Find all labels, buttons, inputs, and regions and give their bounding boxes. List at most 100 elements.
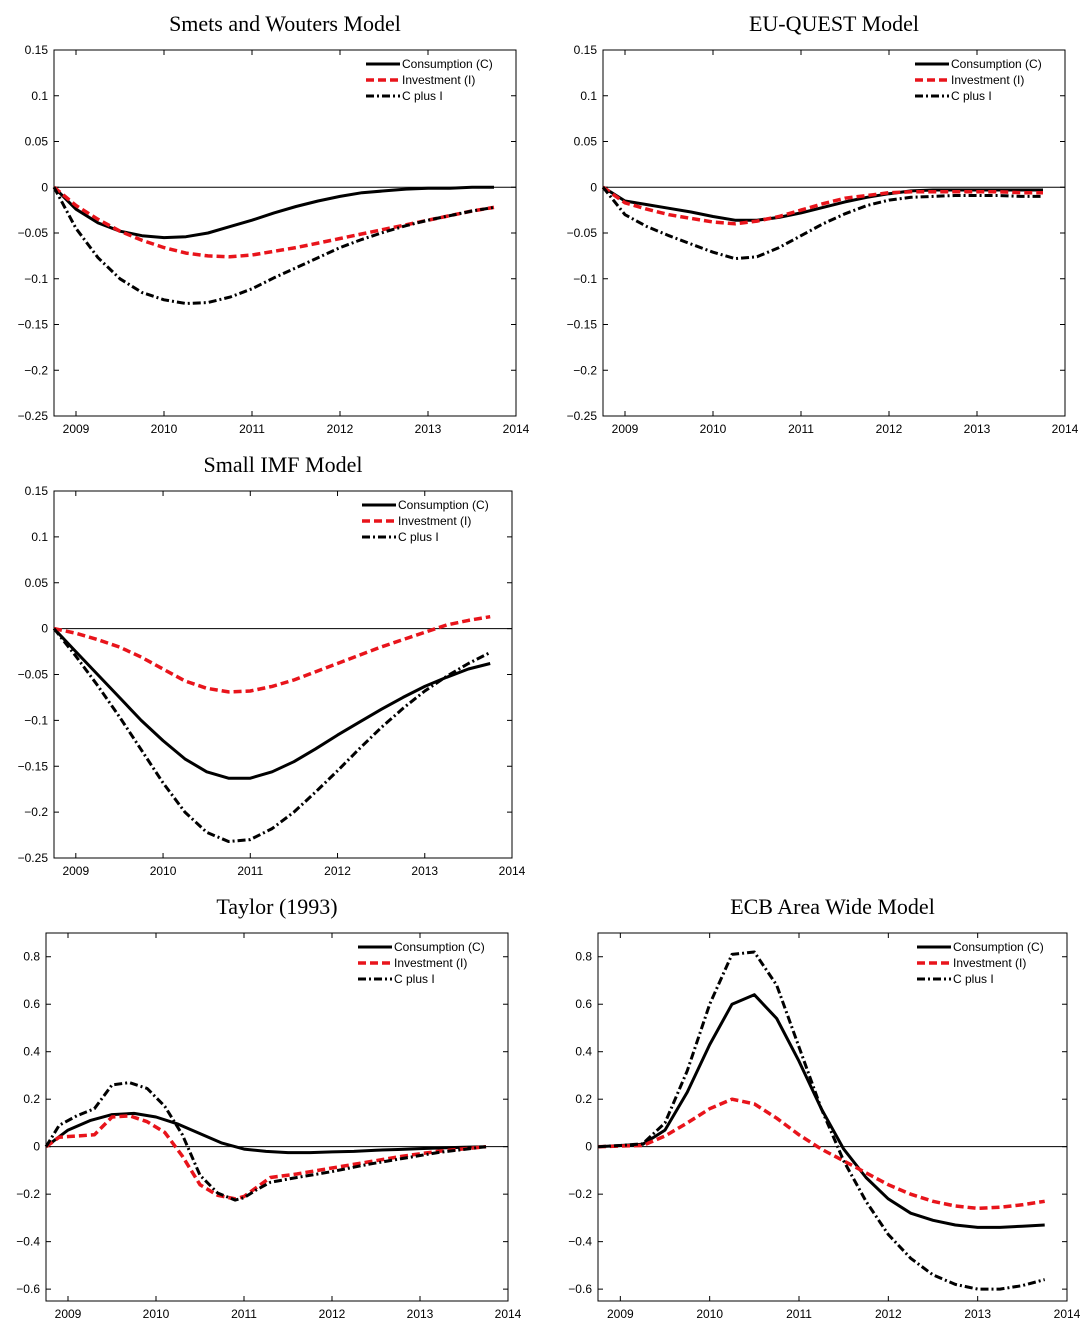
x-tick-label: 2010 xyxy=(150,864,177,878)
legend-label: Investment (I) xyxy=(951,73,1024,87)
legend-label: Investment (I) xyxy=(398,514,471,528)
panel-title: Small IMF Model xyxy=(204,452,363,477)
panel-4: Taylor (1993) −0.6 −0.4 −0.2 0 0.2 0.4 0.6 0.8 20… xyxy=(16,894,521,1321)
y-tick-label: 0.8 xyxy=(23,950,40,964)
legend-label: Consumption (C) xyxy=(394,940,485,954)
x-tick-label: 2013 xyxy=(415,422,442,436)
legend-label: C plus I xyxy=(398,530,439,544)
legend-label: Investment (I) xyxy=(402,73,475,87)
y-tick-label: −0.25 xyxy=(18,409,49,423)
legend-label: C plus I xyxy=(394,972,435,986)
y-tick-label: −0.25 xyxy=(18,851,49,865)
y-tick-label: 0.6 xyxy=(23,997,40,1011)
series-line-2 xyxy=(53,614,491,694)
y-tick-label: −0.25 xyxy=(567,409,598,423)
y-tick-label: 0.2 xyxy=(23,1092,40,1106)
y-tick-label: −0.2 xyxy=(24,805,48,819)
axes-frame xyxy=(602,49,1066,417)
series-line-3 xyxy=(52,186,495,305)
y-tick-label: 0.4 xyxy=(575,1045,592,1059)
x-tick-label: 2013 xyxy=(407,1307,434,1321)
panel-2: EU-QUEST Model −0.25 −0.2 −0.15 −0.1 −0.05 0 0.… xyxy=(567,11,1079,436)
y-tick-label: −0.2 xyxy=(16,1187,40,1201)
x-tick-label: 2014 xyxy=(499,864,526,878)
y-tick-label: 0.1 xyxy=(580,89,597,103)
series-line-3 xyxy=(601,186,1043,261)
y-tick-label: 0.05 xyxy=(574,135,598,149)
y-tick-label: 0.05 xyxy=(25,576,49,590)
legend: Consumption (C) Investment (I) C plus I xyxy=(915,57,1042,103)
x-tick-label: 2014 xyxy=(503,422,530,436)
x-tick-label: 2012 xyxy=(324,864,351,878)
y-tick-label: −0.2 xyxy=(573,363,597,377)
panel-title: Taylor (1993) xyxy=(216,894,337,919)
legend-label: C plus I xyxy=(953,972,994,986)
y-tick-label: 0 xyxy=(41,622,48,636)
series-line-1 xyxy=(602,185,1043,222)
y-tick-label: −0.2 xyxy=(568,1187,592,1201)
y-tick-label: −0.15 xyxy=(18,759,49,773)
y-tick-label: −0.05 xyxy=(18,226,49,240)
x-tick-label: 2009 xyxy=(63,422,90,436)
legend-label: C plus I xyxy=(951,89,992,103)
y-tick-label: 0 xyxy=(33,1140,40,1154)
x-tick-label: 2009 xyxy=(62,864,89,878)
panel-1: Smets and Wouters Model −0.25 −0.2 −0.15 −0.… xyxy=(18,11,530,436)
x-tick-label: 2011 xyxy=(239,422,265,436)
series-line-3 xyxy=(52,627,491,843)
x-tick-label: 2009 xyxy=(55,1307,82,1321)
legend: Consumption (C) Investment (I) C plus I xyxy=(358,940,485,986)
axes-frame xyxy=(53,490,513,859)
y-tick-label: −0.05 xyxy=(567,226,598,240)
y-tick-label: 0.05 xyxy=(25,135,49,149)
panel-3: Small IMF Model −0.25 −0.2 −0.15 −0.1 −0.05 0 0… xyxy=(18,452,526,878)
panel-title: ECB Area Wide Model xyxy=(730,894,935,919)
x-tick-label: 2012 xyxy=(875,1307,902,1321)
series-line-2 xyxy=(597,1097,1045,1211)
x-tick-label: 2010 xyxy=(151,422,178,436)
y-tick-label: 0.15 xyxy=(25,43,49,57)
y-tick-label: −0.05 xyxy=(18,668,49,682)
x-tick-label: 2012 xyxy=(319,1307,346,1321)
x-tick-label: 2010 xyxy=(700,422,727,436)
panel-title: Smets and Wouters Model xyxy=(169,11,401,36)
y-tick-label: −0.4 xyxy=(568,1235,592,1249)
x-tick-label: 2010 xyxy=(143,1307,170,1321)
legend-label: Consumption (C) xyxy=(951,57,1042,71)
legend-label: Investment (I) xyxy=(394,956,467,970)
x-tick-label: 2014 xyxy=(1052,422,1079,436)
legend-label: Consumption (C) xyxy=(402,57,493,71)
series-line-2 xyxy=(601,185,1043,226)
legend-label: Consumption (C) xyxy=(953,940,1044,954)
series-line-1 xyxy=(45,1111,487,1155)
x-tick-label: 2011 xyxy=(237,864,263,878)
series-line-2 xyxy=(44,1114,487,1201)
x-tick-label: 2012 xyxy=(876,422,903,436)
legend: Consumption (C) Investment (I) C plus I xyxy=(362,498,489,544)
series-line-3 xyxy=(597,950,1046,1291)
y-tick-label: 0.4 xyxy=(23,1045,40,1059)
x-tick-label: 2011 xyxy=(231,1307,257,1321)
y-tick-label: 0 xyxy=(41,180,48,194)
y-tick-label: −0.1 xyxy=(24,713,48,727)
axes-frame xyxy=(45,932,509,1302)
y-tick-label: −0.6 xyxy=(568,1282,592,1296)
y-tick-label: 0.8 xyxy=(575,950,592,964)
y-tick-label: −0.15 xyxy=(18,318,49,332)
x-tick-label: 2013 xyxy=(964,422,991,436)
y-tick-label: −0.15 xyxy=(567,318,598,332)
legend-label: Investment (I) xyxy=(953,956,1026,970)
legend: Consumption (C) Investment (I) C plus I xyxy=(917,940,1044,986)
y-tick-label: −0.2 xyxy=(24,363,48,377)
y-tick-label: 0 xyxy=(585,1140,592,1154)
y-tick-label: −0.4 xyxy=(16,1235,40,1249)
y-tick-label: −0.1 xyxy=(573,272,597,286)
y-tick-label: −0.6 xyxy=(16,1282,40,1296)
x-tick-label: 2009 xyxy=(607,1307,634,1321)
x-tick-label: 2013 xyxy=(411,864,438,878)
x-tick-label: 2013 xyxy=(964,1307,991,1321)
x-tick-label: 2012 xyxy=(327,422,354,436)
x-tick-label: 2011 xyxy=(788,422,814,436)
y-tick-label: 0.15 xyxy=(25,484,49,498)
